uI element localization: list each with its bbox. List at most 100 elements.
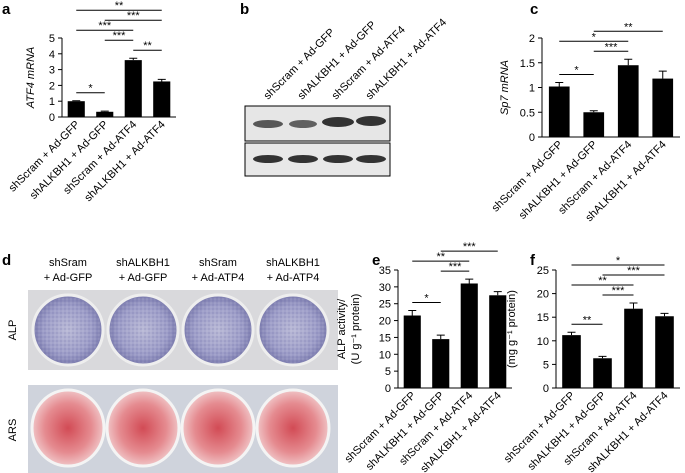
column-label: + Ad-ATP4 <box>267 272 320 284</box>
y-tick-label: 25 <box>537 265 549 277</box>
significance-label: *** <box>113 30 127 42</box>
y-tick-label: 0 <box>385 383 391 395</box>
row-label: ALP <box>7 320 19 341</box>
bar <box>124 60 142 117</box>
y-tick-label: 5 <box>49 33 55 45</box>
column-label: shSram <box>49 257 87 269</box>
significance-label: ** <box>598 275 607 287</box>
well <box>255 388 331 468</box>
error-bar <box>658 70 667 79</box>
well-texture <box>185 297 251 363</box>
column-label: shALKBH1 <box>266 257 320 269</box>
y-axis-label: Calcium/ <box>492 307 504 351</box>
y-tick-label: 2 <box>529 33 535 45</box>
y-tick-label: 1 <box>529 83 535 95</box>
significance-label: * <box>616 255 621 267</box>
significance-label: * <box>592 31 597 43</box>
bar <box>562 335 581 388</box>
panel-label: b <box>240 1 249 18</box>
y-tick-label: 5 <box>385 366 391 378</box>
significance-label: *** <box>605 41 619 53</box>
well <box>105 388 181 468</box>
well-texture <box>110 297 176 363</box>
y-axis-label: ATF4 mRNA <box>25 47 37 110</box>
bar <box>583 112 605 137</box>
bar <box>403 315 421 388</box>
blot-bands <box>253 116 386 163</box>
significance-label: *** <box>612 285 626 297</box>
y-tick-label: 35 <box>379 265 391 277</box>
bar <box>153 81 171 117</box>
bar <box>432 339 450 388</box>
significance-label: *** <box>127 10 141 22</box>
panel-label: a <box>2 1 11 18</box>
wells: shSram + Ad-GFP shALKBH1 + Ad-GFP shSram + Ad… <box>7 257 331 468</box>
y-tick-label: 0.5 <box>520 107 535 119</box>
column-label: + Ad-ATP4 <box>192 272 245 284</box>
bar <box>617 65 639 137</box>
error-bar <box>555 82 564 87</box>
panel-label: e <box>372 252 380 269</box>
significance-label: * <box>424 292 429 304</box>
well <box>30 388 106 468</box>
error-bar <box>100 110 109 112</box>
error-bar <box>567 331 576 336</box>
row-label: ARS <box>7 419 19 442</box>
error-bar <box>660 312 669 317</box>
bar <box>652 78 674 137</box>
y-tick-label: 3 <box>49 65 55 77</box>
significance-label: ** <box>115 0 124 12</box>
error-bar <box>408 309 417 316</box>
significance-label: * <box>574 65 579 77</box>
y-tick-label: 10 <box>379 349 391 361</box>
y-tick-label: 0 <box>543 383 549 395</box>
y-axis-label: (mg g⁻¹ protein) <box>506 290 518 368</box>
y-tick-label: 0 <box>49 112 55 124</box>
bar <box>96 111 114 117</box>
error-bar <box>436 334 445 340</box>
panel-label: f <box>530 252 536 269</box>
y-axis-label: ALP activity/ <box>336 298 348 359</box>
significance-label: *** <box>98 20 112 32</box>
y-tick-label: 2 <box>49 80 55 92</box>
significance-label: ** <box>436 251 445 263</box>
y-tick-label: 25 <box>379 299 391 311</box>
y-tick-label: 30 <box>379 282 391 294</box>
column-label: + Ad-GFP <box>119 272 168 284</box>
y-tick-label: 20 <box>379 316 391 328</box>
y-tick-label: 4 <box>49 49 55 61</box>
y-tick-label: 20 <box>537 289 549 301</box>
panel-label: c <box>530 1 538 18</box>
significance-label: ** <box>583 314 592 326</box>
well-texture <box>260 297 326 363</box>
bar <box>624 308 643 388</box>
error-bar <box>589 110 598 113</box>
y-tick-label: 10 <box>537 336 549 348</box>
y-tick-label: 5 <box>543 359 549 371</box>
y-tick-label: 1 <box>49 96 55 108</box>
y-tick-label: 15 <box>379 332 391 344</box>
bar <box>67 101 85 117</box>
column-label: shSram <box>199 257 237 269</box>
well-texture <box>35 297 101 363</box>
error-bar <box>598 355 607 359</box>
y-tick-label: 1.5 <box>520 58 535 70</box>
error-bar <box>465 278 474 284</box>
y-tick-label: 15 <box>537 312 549 324</box>
significance-label: * <box>88 83 93 95</box>
error-bar <box>629 302 638 309</box>
significance-label: *** <box>627 265 641 277</box>
y-axis-label: (U g⁻¹ protein) <box>350 294 362 365</box>
well <box>180 388 256 468</box>
bar <box>655 316 674 388</box>
significance-label: *** <box>449 261 463 273</box>
error-bar <box>493 291 502 296</box>
column-label: + Ad-GFP <box>44 272 93 284</box>
bar <box>548 86 570 137</box>
y-axis-label: Sp7 mRNA <box>499 60 511 115</box>
bar <box>593 358 612 388</box>
column-label: shALKBH1 <box>116 257 170 269</box>
y-tick-label: 0 <box>529 132 535 144</box>
